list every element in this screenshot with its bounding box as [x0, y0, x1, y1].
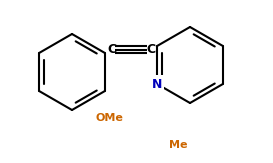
Text: C: C [146, 43, 155, 56]
Text: N: N [152, 77, 162, 90]
Text: OMe: OMe [95, 113, 123, 123]
Text: C: C [107, 43, 116, 56]
Text: Me: Me [169, 140, 187, 150]
